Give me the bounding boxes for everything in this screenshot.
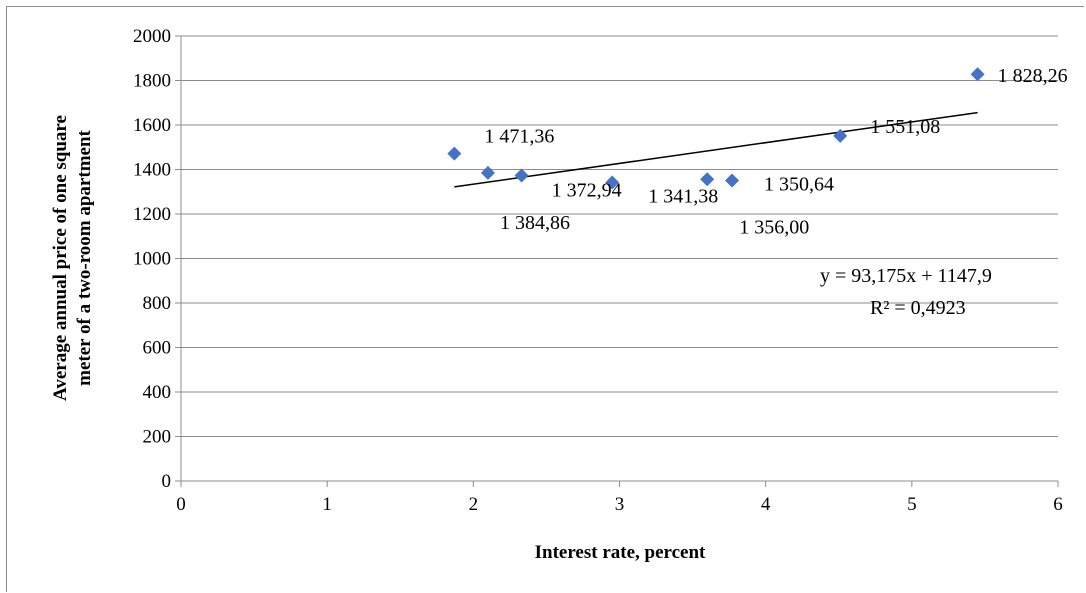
x-tick-label: 3 xyxy=(615,494,625,515)
data-label-8: 1 828,26 xyxy=(998,65,1068,87)
y-axis-title-line-1: Average annual price of one square xyxy=(50,115,71,401)
trendline-r-squared: R² = 0,4923 xyxy=(870,297,966,319)
y-tick-label: 2000 xyxy=(133,26,171,47)
x-tick-label: 2 xyxy=(469,494,479,515)
data-point-3 xyxy=(514,168,529,183)
y-tick-label: 1400 xyxy=(133,160,171,181)
x-tick-label: 1 xyxy=(322,494,332,515)
x-axis-title: Interest rate, percent xyxy=(535,542,706,563)
data-point-7 xyxy=(833,128,848,143)
data-point-6 xyxy=(725,173,740,188)
data-point-5 xyxy=(700,172,715,187)
chart-area xyxy=(6,6,1084,592)
gridlines xyxy=(181,35,1058,437)
x-tick-label: 6 xyxy=(1053,494,1063,515)
trendline-group xyxy=(454,111,978,188)
data-point-2 xyxy=(480,165,495,180)
data-label-1: 1 471,36 xyxy=(484,126,554,148)
y-axis-title-line-2: meter of a two-room apartment xyxy=(74,129,95,385)
data-label-2: 1 384,86 xyxy=(500,212,570,234)
linear-trendline xyxy=(454,111,978,188)
axes: 0 200 400 600 800 1000 1200 1400 1600 1800 2000 0 1 2… xyxy=(133,26,1063,515)
trendline-equation: y = 93,175x + 1147,9 xyxy=(820,265,992,287)
data-label-5: 1 356,00 xyxy=(739,216,809,238)
y-tick-label: 1000 xyxy=(133,249,171,270)
data-point-8 xyxy=(970,67,985,82)
y-tick-label: 0 xyxy=(162,471,172,492)
y-tick-label: 800 xyxy=(143,293,172,314)
y-tick-label: 400 xyxy=(143,382,172,403)
data-label-4: 1 341,38 xyxy=(648,186,718,208)
data-label-6: 1 350,64 xyxy=(764,173,834,195)
x-tick-label: 0 xyxy=(176,494,186,515)
y-tick-label: 1200 xyxy=(133,204,171,225)
y-tick-label: 200 xyxy=(143,427,172,448)
y-tick-label: 1800 xyxy=(133,71,171,92)
x-tick-label: 5 xyxy=(907,494,917,515)
y-tick-label: 600 xyxy=(143,338,172,359)
data-point-1 xyxy=(447,146,462,161)
data-label-7: 1 551,08 xyxy=(870,116,940,138)
y-tick-label: 1600 xyxy=(133,115,171,136)
data-labels: 1 471,36 1 384,86 1 372,94 1 341,38 1 356,00… xyxy=(484,65,1067,238)
data-points xyxy=(447,67,985,190)
x-tick-label: 4 xyxy=(761,494,771,515)
data-label-3: 1 372,94 xyxy=(552,180,622,202)
data-point-4 xyxy=(605,175,620,190)
